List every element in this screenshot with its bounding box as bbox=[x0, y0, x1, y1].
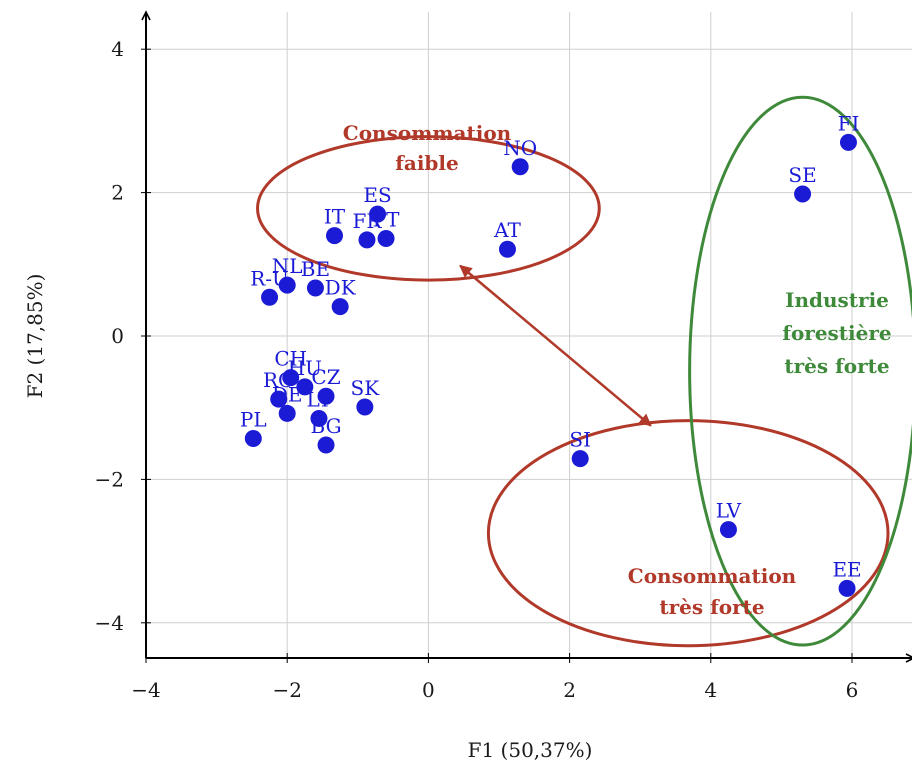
y-tick-label: 4 bbox=[111, 37, 124, 61]
point-ES bbox=[369, 205, 387, 223]
double-arrow-line bbox=[459, 264, 652, 427]
point-DE bbox=[278, 404, 296, 422]
point-label-R-U: R-U bbox=[250, 266, 289, 290]
point-label-LV: LV bbox=[716, 499, 742, 523]
y-axis-title: F2 (17,85%) bbox=[23, 274, 47, 399]
y-axis-arrow bbox=[141, 10, 151, 21]
point-label-SE: SE bbox=[788, 163, 816, 187]
point-label-RO: RO bbox=[263, 368, 294, 392]
point-label-AT: AT bbox=[493, 218, 521, 242]
point-label-NO: NO bbox=[503, 136, 537, 160]
point-label-ES: ES bbox=[363, 183, 391, 207]
annotations: Consommation faible Consommation très forte… bbox=[343, 121, 892, 619]
ellipse-low bbox=[256, 135, 601, 282]
point-NL bbox=[278, 276, 296, 294]
x-axis-title: F1 (50,37%) bbox=[468, 738, 593, 762]
point-SE bbox=[794, 185, 812, 203]
y-tick-label: 2 bbox=[111, 181, 124, 205]
ellipse-forest bbox=[688, 95, 912, 647]
point-NO bbox=[511, 158, 529, 176]
point-PL bbox=[244, 430, 262, 448]
y-tick-label: −2 bbox=[95, 467, 124, 491]
point-BG bbox=[317, 436, 335, 454]
annotation-low-line: Consommation bbox=[343, 121, 512, 145]
point-LV bbox=[719, 521, 737, 539]
annotation-low-line: faible bbox=[395, 151, 458, 175]
x-axis-arrow bbox=[905, 653, 912, 663]
point-label-DK: DK bbox=[325, 276, 357, 300]
x-tick-label: 6 bbox=[846, 678, 859, 702]
point-CH bbox=[282, 369, 300, 387]
point-IT bbox=[326, 227, 344, 245]
x-tick-label: −4 bbox=[131, 678, 160, 702]
point-label-CZ: CZ bbox=[311, 365, 340, 389]
point-label-FI: FI bbox=[838, 111, 860, 135]
point-HU bbox=[296, 378, 314, 396]
point-label-PL: PL bbox=[240, 408, 267, 432]
ellipses bbox=[256, 95, 912, 648]
y-tick-label: 0 bbox=[111, 324, 124, 348]
point-AT bbox=[498, 240, 516, 258]
point-BE bbox=[306, 279, 324, 297]
point-label-PT: PT bbox=[373, 207, 400, 231]
x-tick-label: 0 bbox=[422, 678, 435, 702]
point-SI bbox=[571, 450, 589, 468]
point-label-NL: NL bbox=[272, 254, 303, 278]
point-PT bbox=[377, 229, 395, 247]
annotation-forest-line: Industrie bbox=[785, 288, 889, 312]
point-R-U bbox=[261, 288, 279, 306]
point-DK bbox=[331, 298, 349, 316]
point-label-BE: BE bbox=[301, 257, 330, 281]
point-CZ bbox=[317, 387, 335, 405]
tick-labels: −4 −2 0 2 4 6 −4 −2 0 2 4 bbox=[95, 37, 859, 702]
point-label-IT: IT bbox=[324, 205, 346, 229]
x-tick-label: −2 bbox=[272, 678, 301, 702]
x-tick-label: 4 bbox=[704, 678, 717, 702]
double-arrow bbox=[459, 264, 652, 427]
annotation-high-line: Consommation bbox=[628, 564, 797, 588]
point-SK bbox=[356, 398, 374, 416]
point-label-FR: FR bbox=[353, 209, 383, 233]
point-LT bbox=[310, 409, 328, 427]
point-label-CH: CH bbox=[274, 347, 307, 371]
annotation-high-line: très forte bbox=[659, 595, 764, 619]
point-label-SK: SK bbox=[351, 376, 381, 400]
point-label-SI: SI bbox=[569, 428, 591, 452]
ellipse-high bbox=[486, 419, 890, 648]
point-FR bbox=[358, 231, 376, 249]
point-label-BG: BG bbox=[311, 414, 342, 438]
grid bbox=[146, 12, 912, 658]
point-label-DE: DE bbox=[272, 382, 303, 406]
point-label-LT: LT bbox=[306, 387, 332, 411]
point-FI bbox=[839, 133, 857, 151]
point-label-EE: EE bbox=[832, 557, 861, 581]
point-EE bbox=[838, 579, 856, 597]
annotation-forest-line: très forte bbox=[784, 354, 889, 378]
annotation-forest-line: forestière bbox=[782, 321, 891, 345]
point-RO bbox=[270, 390, 288, 408]
point-label-HU: HU bbox=[288, 356, 322, 380]
y-tick-label: −4 bbox=[95, 611, 124, 635]
x-tick-label: 2 bbox=[563, 678, 576, 702]
